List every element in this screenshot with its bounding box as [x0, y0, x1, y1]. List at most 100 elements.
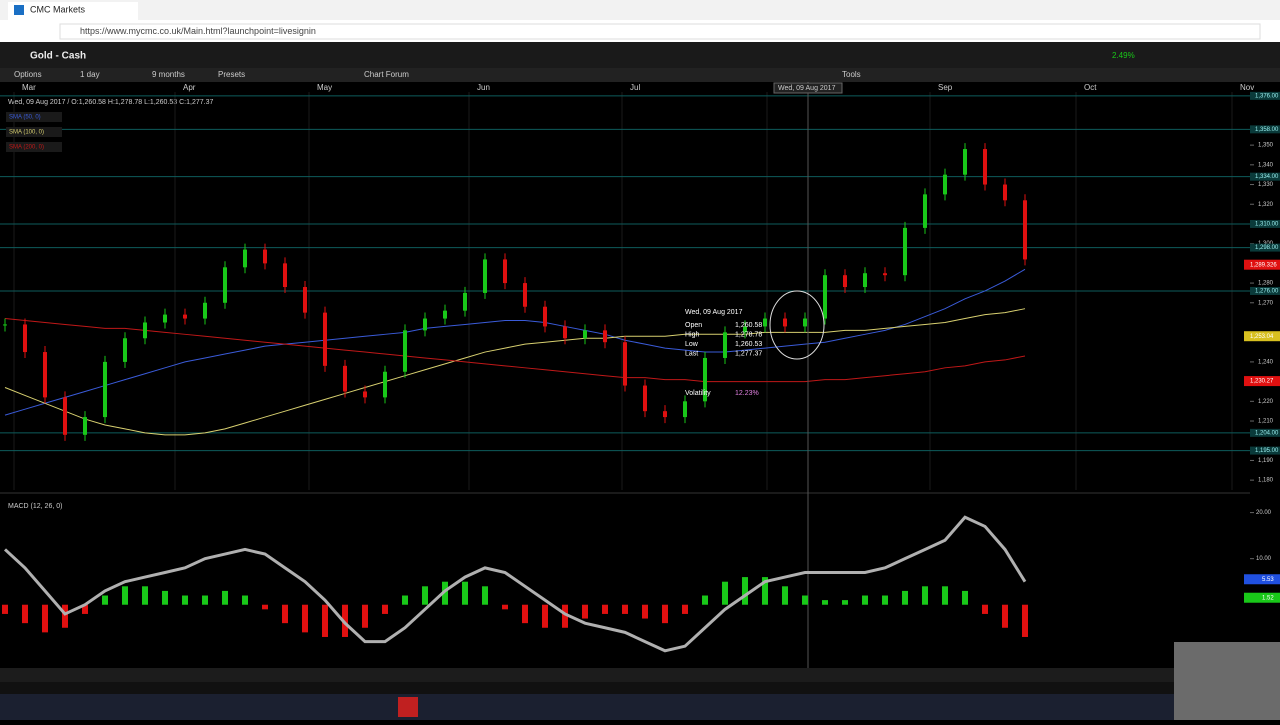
candle [443, 310, 447, 319]
month-label: Jun [477, 83, 490, 92]
histogram-bar [342, 604, 348, 637]
candle [43, 352, 47, 398]
histogram-bar [862, 595, 868, 605]
candle [863, 273, 867, 288]
histogram-bar [662, 604, 668, 624]
y-tick-label: 1,220 [1258, 399, 1274, 405]
presets[interactable]: Presets [218, 70, 245, 79]
candle [663, 411, 667, 418]
tools[interactable]: Tools [842, 70, 861, 79]
histogram-bar [562, 604, 568, 628]
histogram-bar [782, 586, 788, 605]
tooltip-value: 1,260.53 [735, 341, 762, 348]
app-icon[interactable] [398, 697, 418, 717]
level-label: 1,376.00 [1255, 93, 1279, 99]
candle [103, 361, 107, 418]
price-marker-label: 1,253.04 [1250, 334, 1274, 340]
ma-legend-box [6, 142, 62, 152]
candle [63, 397, 67, 435]
y-tick-label: 1,270 [1258, 300, 1274, 306]
ma-legend: SMA (200, 0) [9, 145, 44, 151]
toolbar [0, 68, 1280, 82]
histogram-bar [722, 581, 728, 605]
y-tick-label: 1,340 [1258, 162, 1274, 168]
histogram-bar [502, 604, 508, 610]
range[interactable]: 9 months [152, 70, 185, 79]
candle [123, 338, 127, 362]
macd-marker [1244, 574, 1280, 585]
level-label: 1,358.00 [1255, 127, 1279, 133]
candle [623, 342, 627, 386]
histogram-bar [702, 595, 708, 605]
histogram-bar [842, 600, 848, 605]
histogram-bar [962, 590, 968, 605]
level-label: 1,310.00 [1255, 222, 1279, 228]
histogram-bar [382, 604, 388, 614]
tooltip-value: 1,277.37 [735, 350, 762, 357]
ma-legend-box [6, 112, 62, 122]
price-marker [1244, 376, 1280, 387]
candle [903, 227, 907, 276]
crosshair-date: Wed, 09 Aug 2017 [778, 85, 836, 92]
candle [323, 312, 327, 366]
month-label: Mar [22, 83, 36, 92]
histogram-bar [222, 590, 228, 605]
instrument[interactable]: Gold - Cash [30, 51, 86, 62]
level-label: 1,298.00 [1255, 245, 1279, 251]
histogram-bar [622, 604, 628, 614]
level-tag [1250, 91, 1280, 100]
interval[interactable]: 1 day [80, 70, 100, 79]
month-label: Jul [630, 83, 640, 92]
histogram-bar [242, 595, 248, 605]
histogram-bar [142, 586, 148, 605]
histogram-bar [42, 604, 48, 633]
histogram-bar [742, 577, 748, 605]
month-label: May [317, 83, 332, 92]
candle [543, 306, 547, 327]
candle [1023, 200, 1027, 260]
candle [763, 318, 767, 327]
histogram-bar [942, 586, 948, 605]
candle [363, 391, 367, 398]
histogram-bar [982, 604, 988, 614]
change: 2.49% [1112, 51, 1135, 60]
tooltip-key: High [685, 331, 700, 338]
level-tag [1250, 125, 1280, 134]
tooltip-value: 1,278.78 [735, 331, 762, 338]
histogram-bar [442, 581, 448, 605]
candle [23, 324, 27, 353]
scrollbar [0, 682, 1280, 694]
candle [423, 318, 427, 331]
candle [683, 401, 687, 418]
tooltip-value: 1,260.58 [735, 322, 762, 329]
tab[interactable] [8, 2, 138, 20]
forum[interactable]: Chart Forum [364, 70, 409, 79]
histogram-bar [922, 586, 928, 605]
moving-average [4, 268, 1026, 416]
histogram-bar [322, 604, 328, 637]
histogram-bar [2, 604, 8, 614]
candle [823, 275, 827, 319]
histogram-bar [1022, 604, 1028, 637]
tab-title: CMC Markets [30, 4, 86, 14]
histogram-bar [642, 604, 648, 619]
histogram-bar [522, 604, 528, 624]
candle [303, 287, 307, 313]
url-field[interactable] [59, 23, 1261, 40]
histogram-bar [882, 595, 888, 605]
histogram-bar [102, 595, 108, 605]
candle [743, 326, 747, 333]
options[interactable]: Options [14, 70, 42, 79]
histogram-bar [682, 604, 688, 614]
candle [523, 283, 527, 307]
month-label: Nov [1240, 83, 1254, 92]
candle [603, 330, 607, 343]
candle [383, 371, 387, 398]
candle [783, 318, 787, 327]
y-tick-label: 1,240 [1258, 359, 1274, 365]
histogram-bar [302, 604, 308, 633]
level-label: 1,276.00 [1255, 289, 1279, 295]
histogram-bar [542, 604, 548, 628]
webcam [1174, 642, 1280, 720]
candle [883, 273, 887, 276]
